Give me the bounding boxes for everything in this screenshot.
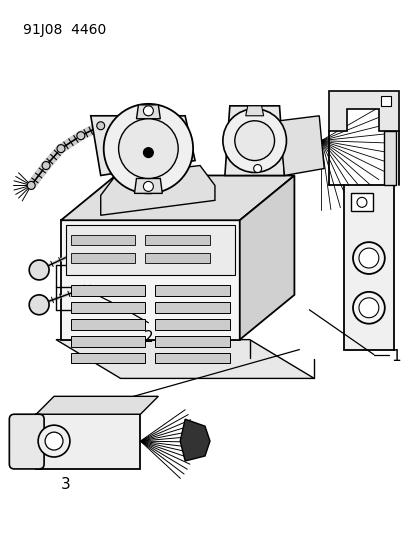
Polygon shape <box>180 419 209 461</box>
Bar <box>383 131 395 185</box>
Circle shape <box>143 106 153 116</box>
Circle shape <box>358 248 378 268</box>
Polygon shape <box>328 91 398 131</box>
Bar <box>155 285 229 296</box>
Polygon shape <box>245 106 263 116</box>
Bar <box>71 336 145 346</box>
Bar <box>71 235 135 245</box>
Bar <box>145 235 209 245</box>
Bar <box>71 302 145 313</box>
Polygon shape <box>134 179 162 193</box>
Bar <box>155 336 229 346</box>
Text: 2: 2 <box>143 330 153 345</box>
Polygon shape <box>36 397 158 414</box>
Circle shape <box>234 121 274 160</box>
Circle shape <box>42 161 50 169</box>
Polygon shape <box>61 175 294 220</box>
Circle shape <box>143 148 153 158</box>
Bar <box>155 319 229 330</box>
Bar <box>71 253 135 263</box>
Bar <box>145 253 209 263</box>
Bar <box>71 352 145 364</box>
Polygon shape <box>90 116 195 175</box>
FancyBboxPatch shape <box>9 414 44 469</box>
Circle shape <box>352 292 384 324</box>
Bar <box>71 285 145 296</box>
Circle shape <box>222 109 286 173</box>
Polygon shape <box>279 116 323 175</box>
Circle shape <box>356 197 366 207</box>
Circle shape <box>352 242 384 274</box>
Text: 3: 3 <box>61 477 71 492</box>
Polygon shape <box>56 340 313 378</box>
Polygon shape <box>224 106 284 175</box>
Bar <box>350 193 372 211</box>
Bar <box>71 319 145 330</box>
Circle shape <box>143 181 153 191</box>
Circle shape <box>118 119 178 179</box>
Polygon shape <box>239 175 294 340</box>
Bar <box>380 96 390 106</box>
Polygon shape <box>100 166 214 215</box>
Bar <box>66 225 234 275</box>
Bar <box>155 352 229 364</box>
Text: 1: 1 <box>391 349 401 364</box>
Bar <box>155 302 229 313</box>
Polygon shape <box>61 220 239 340</box>
Circle shape <box>358 298 378 318</box>
Circle shape <box>29 295 49 315</box>
Circle shape <box>45 432 63 450</box>
Circle shape <box>97 122 104 130</box>
Circle shape <box>77 132 85 140</box>
Circle shape <box>253 165 261 173</box>
Circle shape <box>57 144 65 152</box>
Circle shape <box>103 104 192 193</box>
Polygon shape <box>136 105 160 119</box>
Circle shape <box>27 181 35 189</box>
Circle shape <box>38 425 70 457</box>
Circle shape <box>29 260 49 280</box>
Polygon shape <box>36 414 140 469</box>
Text: 91J08  4460: 91J08 4460 <box>23 23 106 37</box>
Polygon shape <box>343 185 393 350</box>
